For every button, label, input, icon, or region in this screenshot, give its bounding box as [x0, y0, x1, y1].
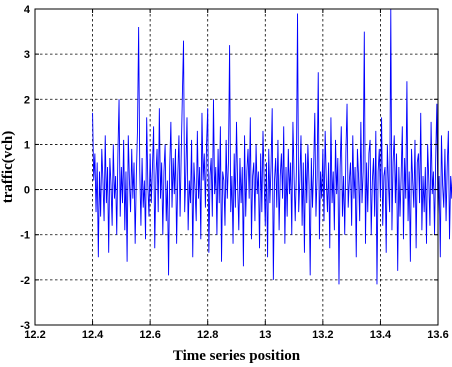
x-tick-label: 13.2	[312, 329, 333, 341]
y-tick-label: 4	[24, 4, 31, 16]
x-tick-label: 12.8	[197, 329, 218, 341]
y-axis-label: traffic(vch)	[0, 131, 16, 203]
plot-frame	[34, 8, 439, 326]
x-tick-label: 13.6	[427, 329, 448, 341]
y-tick-labels: -3 -2 -1 0 1 2 3 4	[20, 4, 31, 332]
axis-ticks	[34, 8, 439, 326]
x-tick-label: 13.4	[370, 329, 392, 341]
y-tick-label: -1	[20, 230, 30, 242]
x-tick-label: 12.2	[24, 329, 45, 341]
y-tick-label: 0	[24, 185, 30, 197]
y-tick-label: 2	[24, 94, 30, 106]
y-tick-label: 1	[24, 139, 30, 151]
x-tick-label: 12.4	[82, 329, 104, 341]
grid-lines	[35, 9, 438, 325]
y-tick-label: -3	[20, 320, 30, 332]
traffic-series-line	[92, 8, 452, 285]
y-tick-label: -2	[20, 275, 30, 287]
x-axis-label: Time series position	[173, 348, 301, 364]
x-tick-label: 13	[259, 329, 271, 341]
y-tick-label: 3	[24, 49, 30, 61]
x-tick-labels: 12.2 12.4 12.6 12.8 13 13.2 13.4 13.6	[24, 329, 448, 341]
x-tick-label: 12.6	[139, 329, 160, 341]
